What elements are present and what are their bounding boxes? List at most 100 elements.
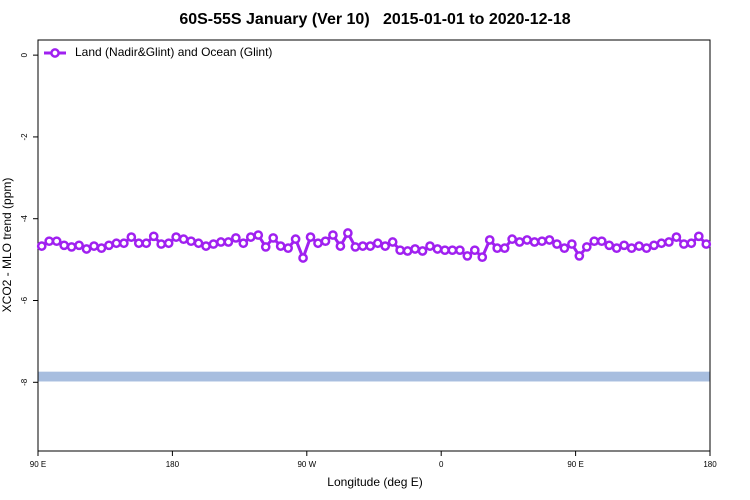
series-point	[186, 236, 196, 247]
series-point	[574, 251, 585, 261]
series-point	[544, 235, 555, 245]
series-point	[305, 232, 316, 242]
series-point	[455, 245, 465, 256]
series-point	[36, 241, 47, 251]
series-point	[223, 237, 234, 247]
series-point	[529, 237, 540, 247]
series-point	[238, 238, 249, 249]
series-point	[313, 238, 323, 249]
series-point	[141, 238, 152, 249]
band	[38, 371, 710, 382]
series-point	[402, 246, 413, 256]
series-point	[469, 245, 480, 256]
series-point	[357, 241, 368, 251]
series-point	[216, 237, 226, 247]
series-point	[499, 243, 510, 254]
series-point	[507, 234, 517, 245]
y-tick-label: 0	[20, 52, 29, 57]
series-point	[372, 238, 383, 249]
x-tick-label: 180	[703, 460, 717, 469]
x-tick-label: 90 W	[297, 460, 316, 469]
series-point	[201, 241, 211, 251]
series-point	[126, 232, 137, 242]
x-axis-label: Longitude (deg E)	[327, 475, 422, 489]
series-point	[231, 233, 241, 243]
series-point	[604, 240, 615, 251]
series-point	[581, 242, 592, 252]
series-point	[484, 235, 495, 245]
series-point	[686, 238, 697, 249]
y-tick-label: -8	[20, 378, 29, 386]
series-point	[634, 241, 644, 251]
series-point	[104, 240, 114, 251]
series-point	[320, 236, 331, 247]
series-point	[148, 231, 159, 242]
x-tick-label: 90 E	[30, 460, 46, 469]
series-point	[81, 244, 92, 254]
series-point	[178, 234, 189, 245]
y-tick-label: -4	[20, 215, 29, 223]
y-tick-label: -6	[20, 296, 29, 304]
series-point	[89, 241, 99, 251]
series-point	[477, 252, 488, 263]
series-point	[387, 237, 398, 247]
series-point	[298, 253, 308, 263]
series-point	[552, 239, 562, 249]
series-point	[522, 235, 532, 245]
series-point	[335, 241, 346, 251]
series-point	[514, 237, 525, 247]
series-point	[290, 234, 301, 245]
series-point	[193, 238, 204, 249]
series-point	[447, 245, 458, 256]
series-point	[350, 242, 361, 252]
series-point	[626, 243, 637, 254]
series-point	[283, 243, 293, 254]
series-point	[440, 245, 450, 256]
series-point	[649, 240, 659, 251]
series-point	[275, 241, 286, 251]
series-point	[171, 232, 181, 242]
series-point	[44, 236, 55, 247]
series-point	[260, 242, 271, 252]
series-point	[365, 241, 376, 251]
series-point	[96, 243, 107, 254]
series-point	[51, 236, 62, 247]
series-point	[395, 245, 405, 256]
series-point	[664, 237, 674, 247]
series-point	[156, 239, 167, 249]
series-point	[410, 244, 420, 254]
series-point	[656, 238, 667, 249]
legend-marker	[50, 48, 60, 58]
series-point	[619, 240, 629, 251]
series-point	[245, 232, 256, 242]
series-point	[59, 240, 69, 251]
series-point	[641, 243, 652, 254]
series-point	[537, 236, 547, 247]
series-point	[679, 239, 689, 249]
series-point	[133, 238, 144, 249]
series-point	[701, 239, 712, 249]
series-point	[671, 232, 682, 242]
series-point	[462, 251, 473, 261]
x-tick-label: 180	[166, 460, 180, 469]
series-point	[74, 240, 84, 251]
series-point	[268, 233, 279, 243]
series-point	[417, 246, 428, 256]
series-point	[596, 236, 607, 247]
series-point	[66, 242, 77, 252]
series-point	[611, 243, 622, 254]
y-axis-label: XCO2 - MLO trend (ppm)	[0, 178, 14, 313]
series-point	[343, 228, 353, 238]
series-point	[253, 230, 264, 240]
series-point	[328, 230, 338, 240]
x-tick-label: 0	[439, 460, 444, 469]
series-point	[119, 238, 129, 249]
series-point	[163, 238, 174, 249]
series-point	[589, 236, 600, 247]
legend-label: Land (Nadir&Glint) and Ocean (Glint)	[75, 45, 272, 59]
series-point	[111, 238, 122, 249]
series-point	[693, 231, 704, 242]
chart-title: 60S-55S January (Ver 10) 2015-01-01 to 2…	[179, 11, 570, 28]
series-point	[425, 241, 435, 251]
